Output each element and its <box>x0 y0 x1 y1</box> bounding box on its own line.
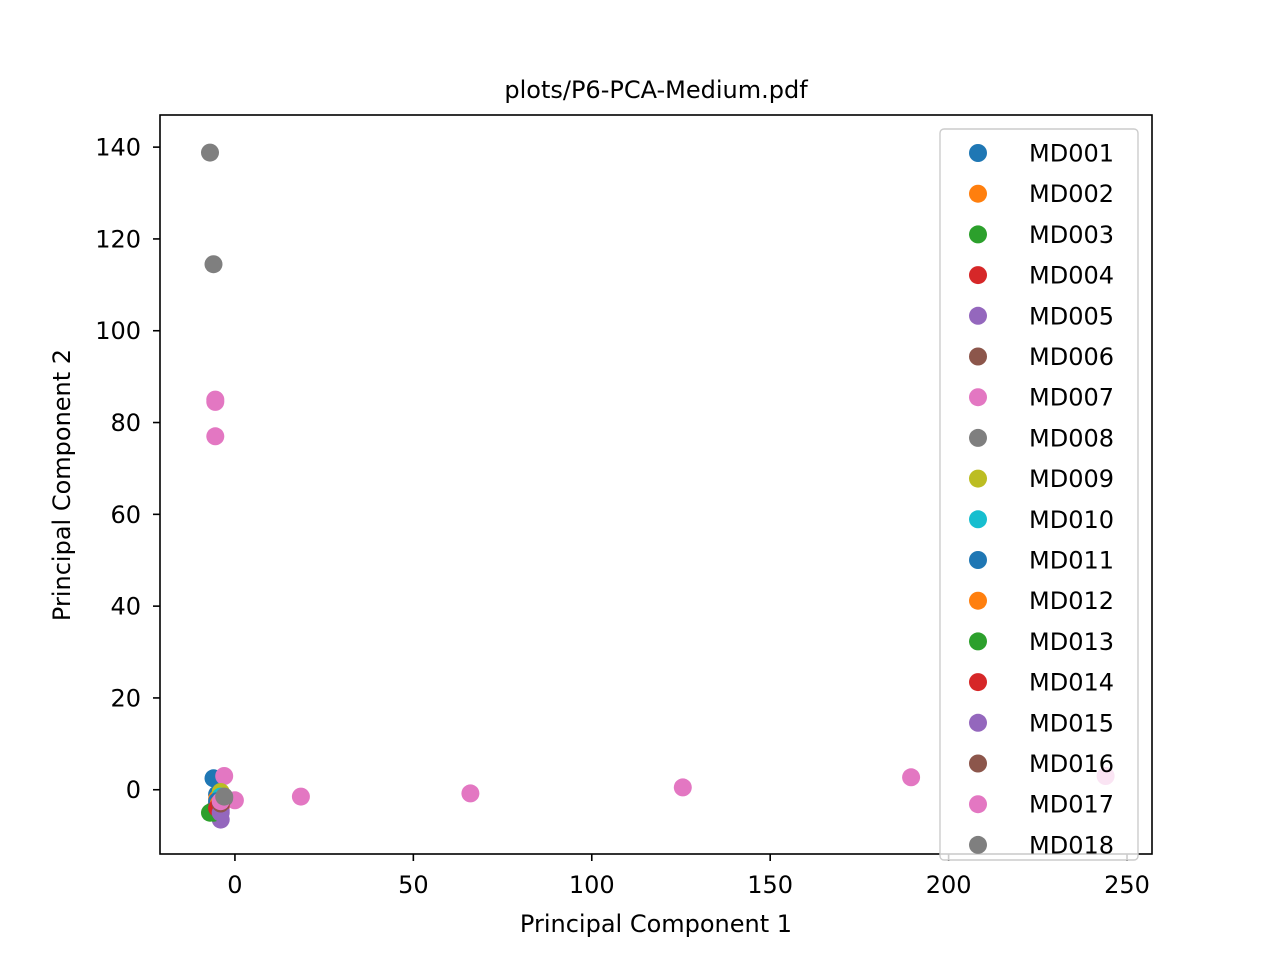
legend-marker-md007 <box>969 388 987 407</box>
legend-label-md001: MD001 <box>1029 140 1114 168</box>
legend-label-md002: MD002 <box>1029 180 1114 208</box>
plot-frame <box>159 114 1153 855</box>
legend-label-md018: MD018 <box>1029 831 1114 859</box>
y-tick-label: 40 <box>110 593 141 621</box>
x-tick-label: 250 <box>1104 871 1150 899</box>
legend-marker-md018 <box>969 835 987 854</box>
y-tick-label: 60 <box>110 501 141 529</box>
point-md008-0 <box>201 143 219 162</box>
legend-marker-md001 <box>969 144 987 162</box>
legend-marker-md011 <box>969 551 987 569</box>
y-tick-label: 0 <box>126 776 141 804</box>
point-md007-5 <box>291 787 310 806</box>
point-md007-7 <box>673 778 692 797</box>
chart-title: plots/P6-PCA-Medium.pdf <box>504 76 808 104</box>
y-tick-label: 20 <box>110 684 141 712</box>
legend-marker-md016 <box>969 754 987 773</box>
y-tick-label: 140 <box>95 134 141 162</box>
x-tick-label: 0 <box>227 871 242 899</box>
point-md008-1 <box>204 255 223 274</box>
y-tick-label: 80 <box>110 409 141 437</box>
legend-label-md014: MD014 <box>1029 669 1114 697</box>
legend-marker-md010 <box>969 510 987 529</box>
legend-label-md008: MD008 <box>1029 424 1114 452</box>
legend-label-md011: MD011 <box>1029 547 1114 575</box>
legend-label-md013: MD013 <box>1029 628 1114 656</box>
x-tick-label: 100 <box>569 871 615 899</box>
y-tick-label: 120 <box>95 225 141 253</box>
legend-label-md012: MD012 <box>1029 587 1114 615</box>
legend-marker-md008 <box>969 428 987 447</box>
point-md007-8 <box>902 768 921 787</box>
legend-marker-md005 <box>969 306 987 325</box>
legend-box <box>939 128 1139 861</box>
legend-label-md015: MD015 <box>1029 709 1114 737</box>
points-layer <box>201 143 1115 829</box>
point-md007-3 <box>215 767 234 785</box>
legend-label-md004: MD004 <box>1029 262 1114 290</box>
legend-marker-md003 <box>969 225 987 244</box>
y-axis-label: Principal Component 2 <box>48 349 76 621</box>
legend-marker-md009 <box>969 469 987 488</box>
x-tick-label: 50 <box>398 871 429 899</box>
legend-marker-md006 <box>969 347 987 366</box>
legend-marker-md012 <box>969 591 987 610</box>
legend-label-md016: MD016 <box>1029 750 1114 778</box>
legend-label-md010: MD010 <box>1029 506 1114 534</box>
legend-marker-md017 <box>969 795 987 814</box>
x-tick-label: 200 <box>926 871 972 899</box>
point-md018-0 <box>215 787 234 806</box>
legend-label-md005: MD005 <box>1029 302 1114 330</box>
legend-marker-md014 <box>969 673 987 692</box>
legend-marker-md013 <box>969 632 987 651</box>
legend-marker-md002 <box>969 184 987 203</box>
point-md007-6 <box>461 784 480 803</box>
legend-label-md009: MD009 <box>1029 465 1114 493</box>
point-md007-2 <box>206 427 225 446</box>
legend-marker-md004 <box>969 266 987 285</box>
legend-label-md007: MD007 <box>1029 384 1114 412</box>
legend-label-md003: MD003 <box>1029 221 1114 249</box>
point-md007-1 <box>206 392 225 411</box>
x-tick-label: 150 <box>747 871 793 899</box>
legend: MD001 MD002 MD003 MD004 MD005 MD006 MD007 MD008… <box>939 128 1139 861</box>
y-tick-label: 100 <box>95 317 141 345</box>
legend-label-md006: MD006 <box>1029 343 1114 371</box>
legend-label-md017: MD017 <box>1029 791 1114 819</box>
x-axis-label: Principal Component 1 <box>520 910 792 938</box>
ticks-layer: 0 50 100 150 200 250 0 20 40 60 80 100 120 140 <box>95 134 1150 899</box>
legend-marker-md015 <box>969 713 987 732</box>
